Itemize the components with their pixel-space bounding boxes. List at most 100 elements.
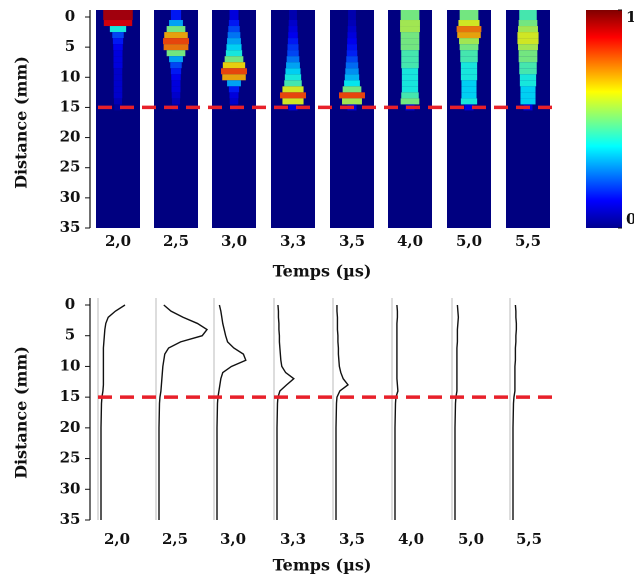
heatmap-cell [113,62,123,69]
heatmap-cell [171,74,181,81]
heatmap-cell [459,10,479,21]
heatmap-cell [164,32,188,39]
heatmap-cell [287,44,299,51]
heatmap-cell [171,98,181,105]
x-tick-label: 3,0 [220,530,246,548]
heatmap-cell [518,56,538,63]
y-tick-label: 0 [65,7,75,25]
heatmap-cell [288,32,298,39]
heatmap-cell [517,38,539,45]
heatmap-cell [518,26,538,33]
heatmap-cell [112,38,124,45]
heatmap-cell [113,56,123,63]
y-tick-label: 20 [60,128,81,146]
heatmap-cell [461,86,477,93]
profile-line [335,305,349,520]
heatmap-cell [171,92,181,99]
heatmap-cell [113,44,123,51]
heatmap-cell [401,68,419,75]
heatmap-cell [519,10,537,21]
heatmap-cell [288,26,298,33]
x-tick-label: 2,0 [104,530,130,548]
y-tick-label: 25 [60,158,81,176]
heatmap-cell [103,10,133,21]
heatmap-cell [171,86,181,93]
heatmap-cell [170,62,182,69]
heatmap-cell [461,80,477,87]
heatmap-cell [517,32,539,39]
heatmap-cell [345,62,359,69]
heatmap-cell [520,98,536,105]
heatmap-cell [163,38,189,45]
x-tick-label: 5,0 [456,232,482,250]
profile-line [512,304,518,520]
profile-line [394,304,399,520]
heatmap-cell [456,26,482,33]
heatmap-cell [227,80,241,87]
heatmap-cell [166,26,186,33]
y-tick-label: 5 [65,326,75,344]
heatmap-cell [344,80,360,87]
heatmap-cell [465,182,473,228]
heatmap-cell [284,74,302,81]
x-tick-label: 3,3 [280,530,306,548]
heatmap-cell [113,74,123,81]
heatmap-cell [400,44,420,51]
x-tick-label: 3,5 [339,232,365,250]
heatmap-cell [347,20,357,27]
heatmap-cell [519,68,537,75]
y-tick-label: 0 [65,295,75,313]
x-tick-label: 2,5 [162,530,188,548]
x-axis-title: Temps (µs) [273,556,372,575]
y-tick-label: 10 [60,67,81,85]
y-tick-label: 10 [60,356,81,374]
heatmap-cell [347,32,357,39]
x-axis-title: Temps (µs) [273,262,372,281]
heatmap-cell [289,110,297,126]
heatmap-cell [113,68,123,75]
heatmap-cell [170,10,182,21]
heatmap-cell [460,68,478,75]
heatmap-cell [114,125,122,183]
heatmap-cell [227,38,241,45]
heatmap-cell [406,110,414,126]
heatmap-cell [348,110,356,126]
heatmap-cell [287,38,299,45]
heatmap-cell [401,74,419,81]
y-axis-title: Distance (mm) [12,56,31,189]
heatmap-cell [342,98,362,105]
x-tick-label: 2,0 [105,232,131,250]
heatmap-cell [459,44,479,51]
heatmap-cell [230,110,238,126]
heatmap-cell [114,182,122,228]
heatmap-cell [518,20,538,27]
heatmap-cell [286,56,300,63]
heatmap-cell [222,74,246,81]
heatmap-cell [169,56,183,63]
heatmap-cell [113,50,123,57]
x-tick-label: 2,5 [163,232,189,250]
heatmap-cell [518,50,538,57]
heatmap-cell [229,10,239,21]
heatmap-cell [401,62,419,69]
y-tick-label: 15 [60,97,81,115]
profile-line [454,304,460,520]
heatmap-cell [172,125,180,183]
heatmap-cell [464,104,474,111]
heatmap-cell [169,20,183,27]
heatmap-cell [519,80,537,87]
heatmap-cell [346,56,358,63]
heatmap-cell [114,104,122,111]
heatmap-cell [227,32,241,39]
x-tick-label: 3,5 [339,530,365,548]
heatmap-cell [524,110,532,126]
x-tick-label: 5,0 [458,530,484,548]
profile-line [158,304,209,520]
heatmap-cell [400,98,420,105]
heatmap-cell [344,74,360,81]
heatmap-cell [113,80,123,87]
heatmap-cell [289,125,297,183]
y-tick-label: 25 [60,449,81,467]
heatmap-cell [400,38,420,45]
heatmap-cell [347,26,357,33]
